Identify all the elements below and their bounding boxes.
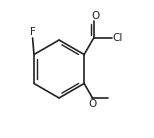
Text: O: O	[91, 10, 99, 21]
Text: Cl: Cl	[112, 33, 123, 43]
Text: F: F	[30, 27, 36, 37]
Text: O: O	[88, 99, 97, 108]
